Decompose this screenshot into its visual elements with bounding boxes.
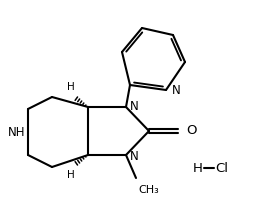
Text: N: N (172, 85, 181, 97)
Text: H: H (67, 170, 75, 180)
Text: CH₃: CH₃ (138, 185, 159, 195)
Text: N: N (130, 99, 139, 112)
Text: H: H (67, 82, 75, 92)
Text: H: H (193, 161, 203, 175)
Text: Cl: Cl (215, 161, 229, 175)
Text: O: O (186, 124, 197, 138)
Text: NH: NH (7, 126, 25, 140)
Text: N: N (130, 149, 139, 163)
